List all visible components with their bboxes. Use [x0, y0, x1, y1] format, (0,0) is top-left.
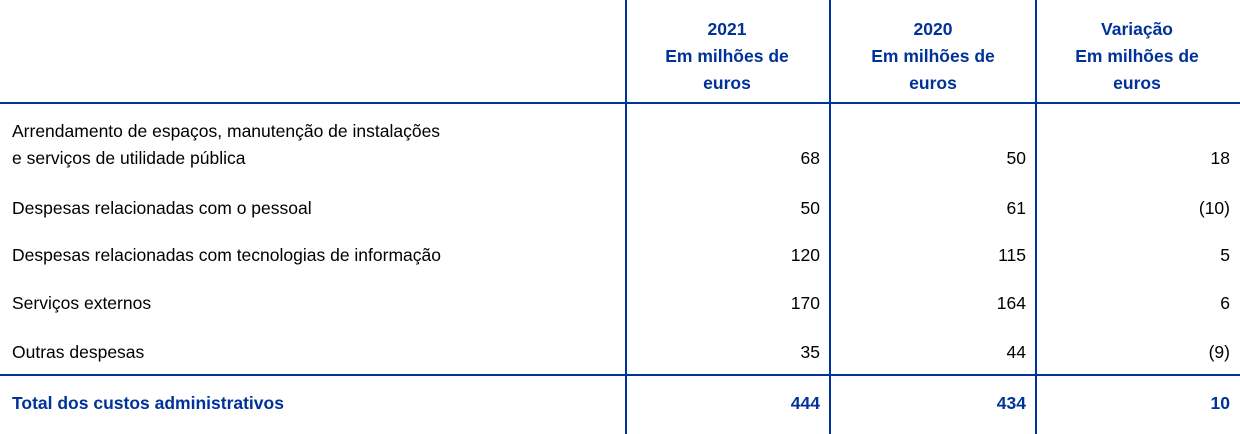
value-2020: 61: [1006, 198, 1026, 218]
row-label: Arrendamento de espaços, manutenção de i…: [12, 121, 441, 141]
total-label: Total dos custos administrativos: [12, 393, 284, 413]
header-divider: [0, 102, 1240, 104]
column-divider: [625, 0, 627, 434]
header-unit: Em milhões de euros: [1075, 46, 1199, 93]
total-variacao: 10: [1210, 393, 1230, 413]
column-divider: [1035, 0, 1037, 434]
value-variacao: 5: [1220, 245, 1230, 265]
header-unit: Em milhões de euros: [871, 46, 995, 93]
value-2020: 115: [998, 245, 1026, 265]
value-2020: 164: [996, 293, 1026, 313]
value-2021: 120: [790, 245, 820, 265]
value-2020: 50: [1006, 148, 1026, 168]
value-2021: 68: [800, 148, 820, 168]
header-variacao: Variação Em milhões de euros: [1035, 16, 1239, 97]
total-divider: [0, 374, 1240, 376]
total-2020: 434: [996, 393, 1026, 413]
value-variacao: 6: [1220, 293, 1230, 313]
header-year: Variação: [1101, 19, 1173, 39]
value-2021: 50: [800, 198, 820, 218]
row-label: e serviços de utilidade pública: [12, 148, 246, 168]
header-year: 2020: [913, 19, 953, 39]
value-variacao: 18: [1210, 148, 1230, 168]
column-divider: [829, 0, 831, 434]
row-label: Serviços externos: [12, 293, 152, 313]
value-2021: 170: [790, 293, 820, 313]
row-label: Outras despesas: [12, 342, 145, 362]
value-2020: 44: [1006, 342, 1026, 362]
total-2021: 444: [790, 393, 820, 413]
row-label: Despesas relacionadas com tecnologias de…: [12, 245, 441, 265]
value-variacao: (9): [1208, 342, 1230, 362]
header-2020: 2020 Em milhões de euros: [829, 16, 1037, 97]
value-variacao: (10): [1198, 198, 1230, 218]
value-2021: 35: [800, 342, 820, 362]
header-2021: 2021 Em milhões de euros: [625, 16, 829, 97]
header-year: 2021: [707, 19, 747, 39]
header-unit: Em milhões de euros: [665, 46, 789, 93]
row-label: Despesas relacionadas com o pessoal: [12, 198, 312, 218]
